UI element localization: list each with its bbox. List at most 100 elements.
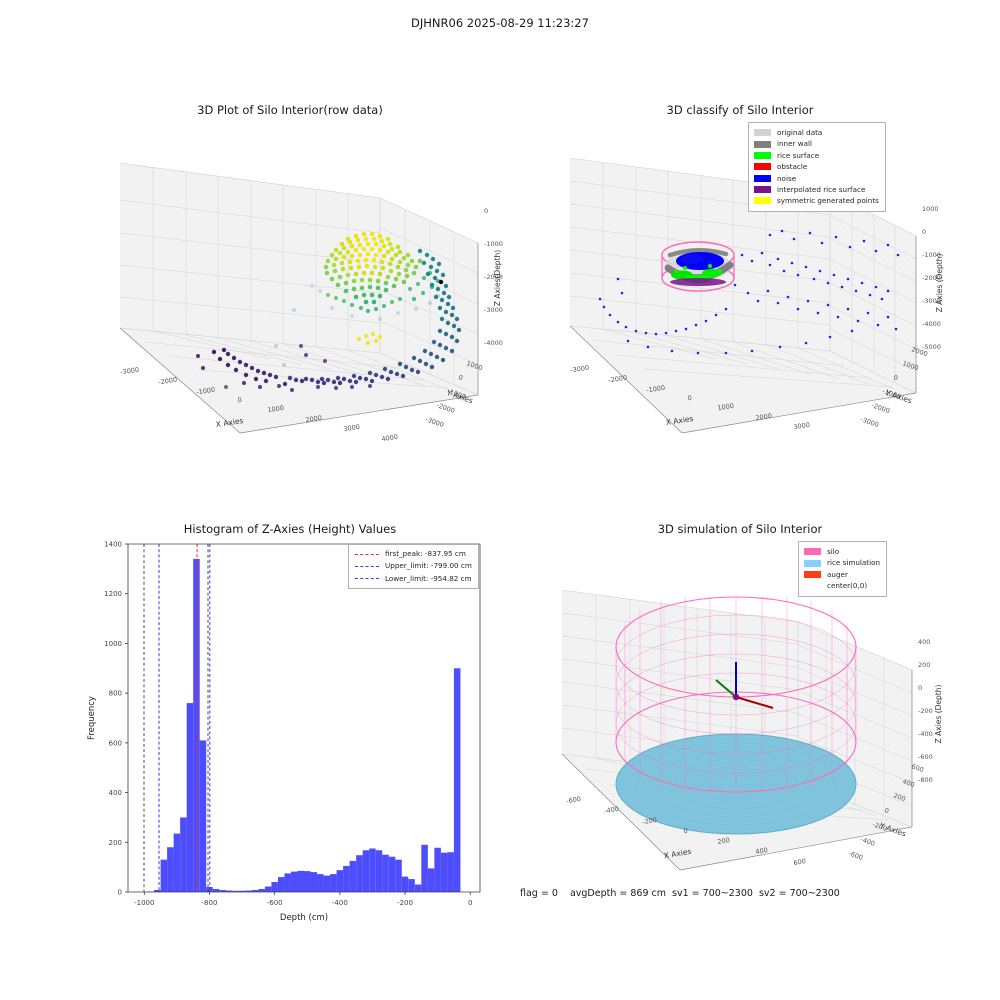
- raw-3d-title: 3D Plot of Silo Interior(row data): [197, 103, 383, 117]
- histogram-bar: [310, 872, 318, 892]
- svg-text:0: 0: [918, 684, 922, 692]
- histogram-bar: [186, 703, 194, 892]
- histogram-bar: [284, 873, 291, 892]
- legend-dash-lower-limit: [355, 578, 379, 580]
- histogram-bar: [251, 890, 259, 892]
- legend-label-center: center(0,0): [827, 581, 868, 591]
- legend-swatch-symmetric-generated-points: [754, 197, 771, 205]
- histogram-bar: [245, 890, 252, 892]
- legend-dash-first-peak: [355, 553, 379, 555]
- panel-simulation-3d: 3D simulation of Silo Interior: [530, 522, 950, 902]
- silo-wireframe: [615, 596, 857, 793]
- center-marker: [732, 693, 740, 701]
- histogram-bar: [225, 890, 233, 892]
- histogram-bar: [408, 879, 415, 892]
- legend-item-inner-wall: inner wall: [754, 138, 879, 149]
- svg-text:-2000: -2000: [870, 401, 890, 415]
- svg-text:1000: 1000: [267, 404, 285, 414]
- histogram-ytick-label: 400: [109, 789, 122, 797]
- raw-3d-zticks: 0 -1000 -2000 -3000 -4000: [484, 207, 503, 347]
- histogram-xlabel: Depth (cm): [280, 913, 328, 923]
- panel-raw-3d-plot: 3D Plot of Silo Interior(row data): [80, 103, 503, 463]
- legend-item-upper-limit: Upper_limit: -799.00 cm: [355, 560, 472, 572]
- svg-text:2000: 2000: [755, 412, 773, 422]
- legend-swatch-obstacle: [754, 163, 771, 171]
- legend-swatch-auger: [804, 570, 821, 578]
- histogram-bar: [180, 817, 187, 892]
- svg-text:-800: -800: [918, 776, 933, 784]
- raw-3d-canvas[interactable]: -3000 -2000 -1000 0 1000 2000 3000 4000 …: [80, 103, 503, 463]
- svg-text:0: 0: [237, 396, 242, 405]
- svg-text:-2000: -2000: [608, 374, 628, 385]
- sim-3d-canvas[interactable]: -600 -400 -200 0 200 400 600 X Axies -60…: [530, 522, 950, 902]
- svg-text:400: 400: [901, 777, 915, 789]
- legend-item-auger: auger: [804, 569, 880, 580]
- legend-label-lower-limit: Lower_limit: -954.82 cm: [385, 573, 472, 583]
- legend-swatch-original-data: [754, 129, 771, 137]
- histogram-bar: [304, 871, 311, 892]
- svg-text:0: 0: [683, 827, 688, 836]
- histogram-xtick-label: -1000: [134, 899, 154, 907]
- legend-label-original-data: original data: [777, 128, 823, 137]
- svg-text:-200: -200: [918, 707, 933, 715]
- svg-text:0: 0: [457, 373, 464, 382]
- sim-3d-xticks: -600 -400 -200 0 200 400 600: [566, 795, 807, 867]
- histogram-bar: [388, 856, 396, 892]
- svg-text:-400: -400: [859, 835, 876, 848]
- histogram-bar: [264, 886, 272, 892]
- svg-text:-4000: -4000: [922, 320, 941, 328]
- histogram-bar: [154, 890, 161, 892]
- histogram-title: Histogram of Z-Axies (Height) Values: [183, 522, 397, 536]
- svg-text:200: 200: [918, 661, 930, 669]
- legend-label-symmetric-generated-points: symmetric generated points: [777, 196, 879, 206]
- classify-3d-zlabel: Z Axies (Depth): [935, 254, 944, 313]
- histogram-bar: [232, 890, 239, 892]
- noise-points: [598, 229, 900, 355]
- histogram-bar: [317, 874, 324, 892]
- histogram-bar: [290, 871, 298, 892]
- svg-text:-1000: -1000: [196, 386, 216, 397]
- legend-label-auger: auger: [827, 569, 848, 579]
- histogram-yticks: 0 200 400 600 800 1000 1200 1400: [104, 541, 128, 897]
- svg-text:-1000: -1000: [646, 384, 666, 395]
- histogram-bar: [369, 848, 376, 892]
- histogram-ytick-label: 1400: [104, 541, 122, 549]
- status-line: flag = 0 avgDepth = 869 cm sv1 = 700~230…: [520, 888, 840, 899]
- svg-text:-400: -400: [918, 730, 933, 738]
- histogram-bar: [440, 852, 448, 892]
- histogram-bar: [277, 877, 285, 892]
- raw-3d-xlabel: X Axies: [215, 416, 244, 429]
- svg-text:-3000: -3000: [570, 364, 590, 375]
- histogram-bar: [330, 874, 337, 892]
- raw-3d-xticks: -3000 -2000 -1000 0 1000 2000 3000 4000: [120, 366, 399, 444]
- histogram-bar: [382, 854, 389, 892]
- classify-3d-canvas[interactable]: -3000 -2000 -1000 0 1000 2000 3000 X Axi…: [530, 103, 950, 463]
- svg-text:-600: -600: [847, 849, 864, 862]
- histogram-xtick-label: -200: [397, 899, 413, 907]
- svg-text:400: 400: [918, 638, 930, 646]
- svg-text:200: 200: [892, 791, 906, 803]
- histogram-bar: [453, 668, 461, 892]
- svg-text:-1000: -1000: [484, 240, 503, 248]
- legend-item-obstacle: obstacle: [754, 161, 879, 172]
- classify-cluster: [661, 241, 735, 292]
- classify-3d-xlabel: X Axies: [665, 414, 694, 427]
- histogram-bar: [349, 860, 357, 892]
- svg-text:-200: -200: [642, 816, 658, 826]
- histogram-bar: [336, 870, 344, 892]
- legend-label-obstacle: obstacle: [777, 162, 808, 172]
- sim-3d-zlabel: Z Axies (Depth): [934, 685, 943, 744]
- svg-text:1000: 1000: [717, 402, 735, 412]
- legend-label-rice-simulation: rice simulation: [827, 558, 881, 568]
- svg-text:2000: 2000: [305, 414, 323, 424]
- legend-label-interpolated-rice-surface: interpolated rice surface: [777, 184, 866, 194]
- histogram-bar: [343, 865, 350, 892]
- histogram-threshold-lines: [158, 544, 211, 892]
- legend-label-rice-surface: rice surface: [777, 150, 820, 160]
- svg-text:-600: -600: [918, 753, 933, 761]
- svg-text:-2000: -2000: [158, 376, 178, 387]
- svg-text:-3000: -3000: [120, 366, 140, 377]
- svg-text:600: 600: [910, 762, 924, 774]
